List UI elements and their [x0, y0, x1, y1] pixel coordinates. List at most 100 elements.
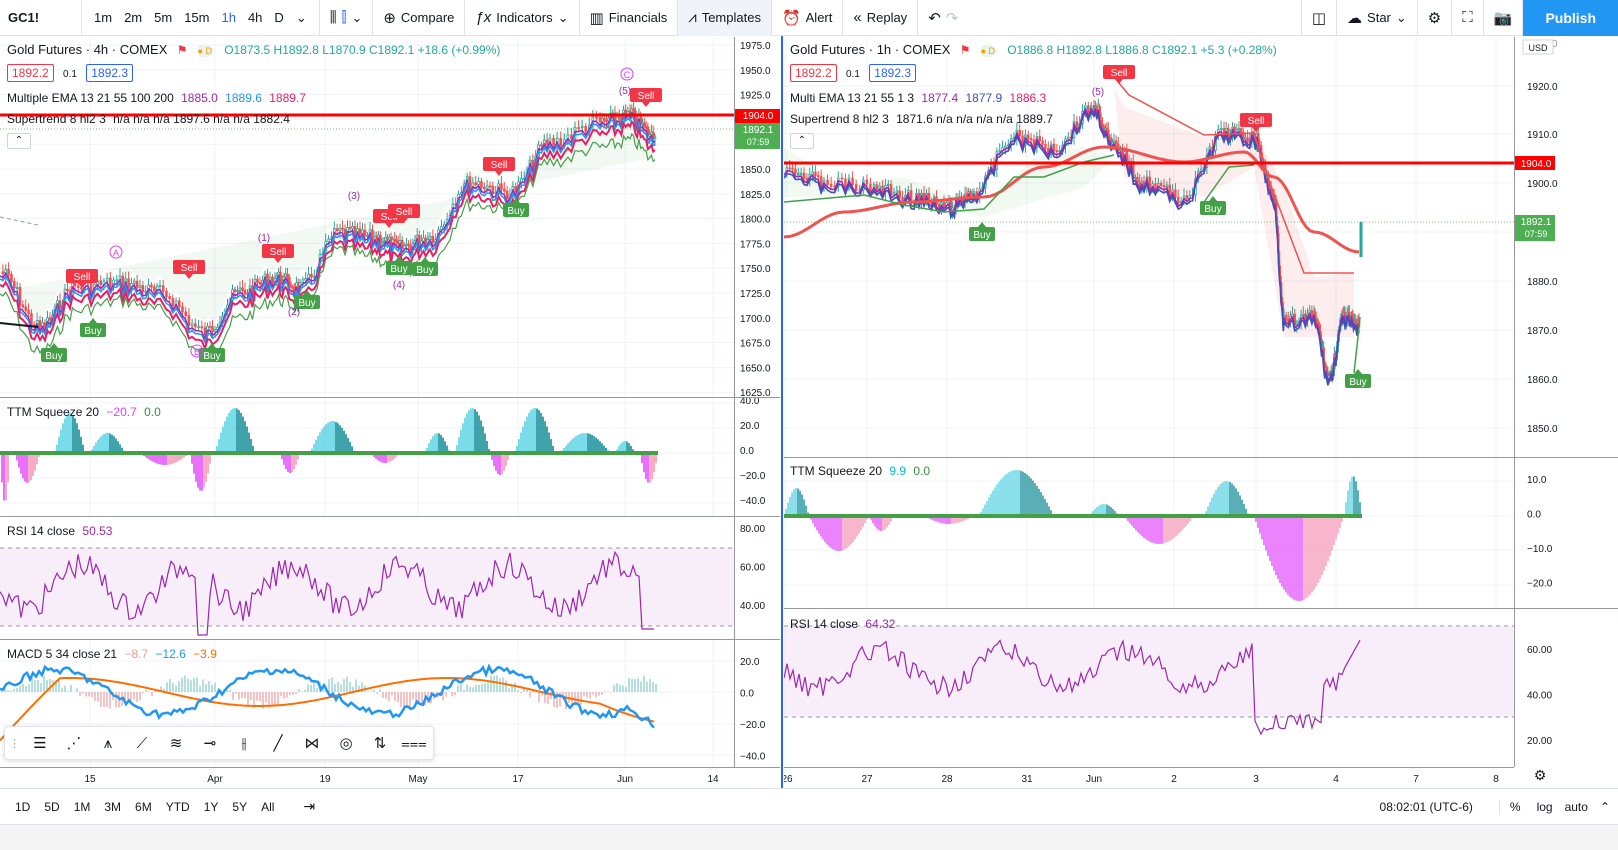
left-price-tick: 1800.0 [740, 215, 771, 226]
interval-15m[interactable]: 15m [184, 10, 210, 25]
redo-icon[interactable]: ↷ [945, 9, 959, 27]
fullscreen-button[interactable]: ⛶ [1452, 0, 1484, 36]
left-chart-title: Gold Futures · 4h · COMEX [7, 42, 168, 57]
right-ask[interactable]: 1892.3 [869, 64, 916, 82]
compare-button[interactable]: ⊕ Compare [373, 0, 466, 36]
left-time-tick: 19 [319, 774, 331, 785]
left-time-axis[interactable]: 15 Apr 19 May 17 Jun 14 [0, 767, 780, 788]
right-rsi-legend[interactable]: RSI 14 close 64.32 [790, 616, 895, 632]
right-ema-legend[interactable]: Multi EMA 13 21 55 1 3 1877.4 1877.9 188… [790, 90, 1046, 106]
templates-button[interactable]: ⩘ Templates [678, 0, 772, 36]
publish-button[interactable]: Publish [1523, 0, 1618, 36]
expand-icon[interactable]: ⌃ [1599, 799, 1610, 814]
right-step: 0.1 [846, 69, 860, 80]
symbol-search[interactable]: GC1! [0, 0, 82, 36]
right-ttm-pane[interactable]: TTM Squeeze 20 9.9 0.0 [784, 458, 1514, 608]
horizontal-ray-icon[interactable]: ⊸ [203, 735, 217, 752]
left-ttm-legend[interactable]: TTM Squeeze 20 −20.7 0.0 [7, 404, 161, 420]
interval-2m[interactable]: 2m [124, 10, 143, 25]
left-candle [177, 300, 181, 308]
left-ema-legend[interactable]: Multiple EMA 13 21 55 100 200 1885.0 188… [7, 90, 306, 106]
right-price-chart[interactable]: Sell Sell Buy Buy Buy (5) [784, 37, 1514, 457]
snapshot-button[interactable]: 📷 [1484, 0, 1524, 36]
left-price-axis[interactable]: 1975.01950.01925.01900.01875.01850.01825… [734, 37, 780, 767]
left-collapse-legend-button[interactable]: ⌃ [7, 133, 31, 149]
gann-icon[interactable]: ◎ [339, 735, 353, 752]
trend-lines-icon[interactable]: ☰ [33, 735, 47, 752]
right-supertrend-legend[interactable]: Supertrend 8 hl2 3 1871.6 n/a n/a n/a n/… [790, 111, 1053, 127]
range-1y[interactable]: 1Y [203, 799, 219, 814]
right-collapse-legend-button[interactable]: ⌃ [790, 133, 814, 149]
right-candle [1021, 135, 1024, 146]
interval-d[interactable]: D [274, 10, 284, 25]
interval-4h[interactable]: 4h [247, 10, 263, 25]
left-ema-label: Multiple EMA 13 21 55 100 200 [7, 91, 174, 105]
elliott-wave-icon[interactable]: ⋰ [66, 735, 82, 752]
left-buy-signal-pointer [421, 257, 429, 262]
left-candle [58, 300, 62, 310]
left-ttm-pane[interactable]: TTM Squeeze 20 −20.7 0.0 [0, 398, 734, 516]
right-candle [1038, 136, 1041, 142]
layout-button[interactable]: ◫ [1300, 0, 1338, 36]
left-price-chart[interactable]: SellSellSellSellSellSellSellBuyBuyBuyBuy… [0, 37, 734, 397]
range-ytd[interactable]: YTD [165, 799, 190, 814]
abc-pattern-icon[interactable]: ⩚ [103, 734, 113, 752]
right-bid[interactable]: 1892.2 [790, 64, 837, 82]
left-supertrend-legend[interactable]: Supertrend 8 hl2 3 n/a n/a n/a 1897.6 n/… [7, 111, 290, 127]
forecast-icon[interactable]: ⩶ [401, 734, 427, 752]
undo-icon[interactable]: ↶ [928, 9, 941, 27]
indicators-button[interactable]: ƒx Indicators ⌄ [465, 0, 580, 36]
ruler-icon[interactable]: ⇅ [373, 735, 387, 752]
right-candle [1114, 140, 1118, 145]
interval-5m[interactable]: 5m [154, 10, 173, 25]
xabcd-icon[interactable]: ⋈ [304, 735, 320, 752]
range-1d[interactable]: 1D [15, 799, 31, 814]
range-5y[interactable]: 5Y [232, 799, 248, 814]
clock[interactable]: 08:02:01 (UTC-6) [1379, 799, 1473, 814]
right-rsi-pane[interactable]: RSI 14 close 64.32 [784, 609, 1514, 766]
left-price-tick: 1775.0 [740, 239, 771, 250]
right-ttm-legend[interactable]: TTM Squeeze 20 9.9 0.0 [790, 463, 930, 479]
left-candle [602, 118, 606, 121]
right-time-axis[interactable]: 26 27 28 31 Jun 2 3 4 7 8 [784, 767, 1514, 788]
star-button[interactable]: ☁ Star ⌄ [1337, 0, 1418, 36]
left-rsi-legend[interactable]: RSI 14 close 50.53 [7, 523, 112, 539]
right-price-pane[interactable]: Sell Sell Buy Buy Buy (5) Gold Futures · 1h ·… [784, 37, 1514, 457]
range-3m[interactable]: 3M [104, 799, 122, 814]
right-axis-settings-button[interactable]: ⚙ [1533, 767, 1547, 783]
left-candle [304, 278, 308, 281]
left-rsi-pane[interactable]: RSI 14 close 50.53 [0, 517, 734, 639]
right-price-axis[interactable]: 1930.0USD1920.01910.01900.01880.01870.01… [1514, 37, 1618, 767]
fib-icon[interactable]: ≋ [169, 735, 183, 752]
range-6m[interactable]: 6M [135, 799, 152, 814]
range-all[interactable]: All [261, 799, 275, 814]
range-5d[interactable]: 5D [44, 799, 60, 814]
line-tool-icon[interactable]: ╱ [273, 735, 283, 752]
right-candle [788, 167, 791, 170]
goto-date-icon[interactable]: ⇥ [303, 798, 316, 814]
left-macd-legend[interactable]: MACD 5 34 close 21 −8.7 −12.6 −3.9 [7, 646, 217, 662]
right-supertrend-green [784, 154, 1115, 213]
alert-button[interactable]: ⏰ Alert [772, 0, 844, 36]
percent-toggle[interactable]: % [1498, 799, 1521, 814]
left-buy-signal: Buy [298, 298, 315, 309]
interval-1h[interactable]: 1h [221, 10, 236, 25]
chart-type-button[interactable]: ⫼ ⫿ ⌄ [320, 0, 374, 36]
settings-button[interactable]: ⚙ [1418, 0, 1453, 36]
auto-toggle[interactable]: auto [1564, 799, 1588, 814]
interval-1m[interactable]: 1m [94, 10, 113, 25]
log-toggle[interactable]: log [1536, 799, 1553, 814]
left-bid[interactable]: 1892.2 [7, 64, 54, 82]
pitchfork-icon[interactable]: ⫲ [241, 734, 247, 752]
left-candle [348, 227, 352, 229]
grip-icon[interactable]: ⋮ [9, 737, 20, 750]
right-candle [1159, 182, 1163, 186]
left-wave-1: (1) [258, 233, 270, 244]
pencil-line-icon[interactable]: ⟋ [136, 734, 148, 752]
range-1m[interactable]: 1M [73, 799, 91, 814]
left-ask[interactable]: 1892.3 [86, 64, 133, 82]
left-price-pane[interactable]: SellSellSellSellSellSellSellBuyBuyBuyBuy… [0, 37, 734, 397]
interval-dropdown-icon[interactable]: ⌄ [295, 9, 307, 25]
financials-button[interactable]: ▥ Financials [580, 0, 679, 36]
replay-button[interactable]: « Replay [843, 0, 919, 36]
